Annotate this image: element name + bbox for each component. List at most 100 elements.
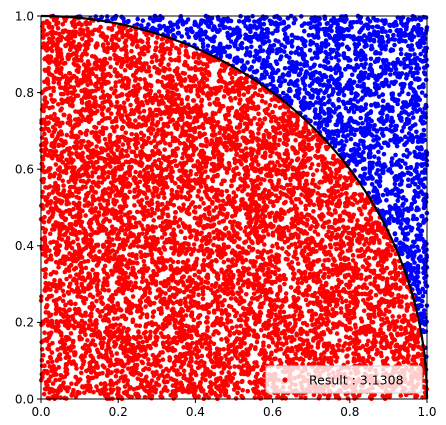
outside-point xyxy=(336,141,342,146)
outside-point xyxy=(374,162,380,167)
outside-point xyxy=(379,34,385,40)
inside-point xyxy=(125,97,131,102)
outside-point xyxy=(411,196,417,202)
outside-point xyxy=(407,151,412,156)
outside-point xyxy=(420,213,425,219)
inside-point xyxy=(94,298,99,304)
outside-point xyxy=(402,109,407,114)
outside-point xyxy=(368,56,374,62)
outside-point xyxy=(354,19,360,25)
outside-point xyxy=(349,90,354,96)
outside-point xyxy=(421,170,427,175)
outside-point xyxy=(325,85,330,91)
outside-point xyxy=(405,254,411,260)
outside-point xyxy=(170,22,176,28)
outside-point xyxy=(410,110,415,116)
outside-point xyxy=(387,22,393,28)
outside-point xyxy=(393,152,398,158)
inside-point xyxy=(158,331,164,336)
outside-point xyxy=(376,182,382,187)
outside-point xyxy=(300,55,306,61)
outside-point xyxy=(318,49,324,54)
outside-point xyxy=(415,102,421,108)
inside-point xyxy=(188,300,193,306)
outside-point xyxy=(413,181,418,187)
outside-point xyxy=(380,92,386,97)
outside-point xyxy=(339,73,344,79)
outside-point xyxy=(119,14,124,20)
outside-point xyxy=(253,31,258,37)
inside-point xyxy=(78,145,83,151)
outside-point xyxy=(420,293,426,299)
outside-point xyxy=(352,51,358,57)
inside-point xyxy=(127,209,133,215)
outside-point xyxy=(408,204,414,210)
outside-point xyxy=(180,22,186,27)
outside-point xyxy=(257,55,262,61)
outside-point xyxy=(381,168,386,173)
outside-point xyxy=(184,27,190,32)
outside-point xyxy=(385,102,391,108)
outside-point xyxy=(379,115,384,121)
inside-point xyxy=(141,259,147,264)
outside-point xyxy=(243,17,249,23)
inside-point xyxy=(339,310,344,315)
inside-point xyxy=(52,277,57,283)
inside-point xyxy=(60,288,66,294)
outside-point xyxy=(270,48,275,54)
inside-point xyxy=(334,331,340,336)
outside-point xyxy=(309,95,315,100)
inside-point xyxy=(121,246,127,252)
outside-point xyxy=(396,214,401,219)
outside-point xyxy=(366,130,372,136)
outside-point xyxy=(135,16,140,22)
inside-point xyxy=(273,265,278,270)
outside-point xyxy=(293,93,298,99)
outside-point xyxy=(419,39,425,45)
outside-point xyxy=(273,38,278,43)
outside-point xyxy=(384,79,389,84)
outside-point xyxy=(175,30,181,36)
outside-point xyxy=(271,70,277,76)
outside-point xyxy=(372,185,377,191)
outside-point xyxy=(380,57,386,63)
inside-point xyxy=(143,335,148,340)
outside-point xyxy=(392,61,398,66)
outside-point xyxy=(319,44,324,49)
inside-point xyxy=(373,292,379,298)
outside-point xyxy=(298,61,303,67)
outside-point xyxy=(326,93,332,99)
outside-point xyxy=(421,308,427,313)
outside-point xyxy=(340,35,346,40)
outside-point xyxy=(389,162,395,168)
outside-point xyxy=(334,50,340,56)
outside-point xyxy=(315,33,320,39)
outside-point xyxy=(225,33,231,39)
inside-point xyxy=(181,368,187,374)
inside-point xyxy=(40,353,46,358)
outside-point xyxy=(270,31,275,36)
inside-point xyxy=(235,390,240,396)
outside-point xyxy=(308,100,313,106)
inside-point xyxy=(233,95,238,101)
outside-point xyxy=(407,117,412,123)
outside-point xyxy=(313,77,319,82)
outside-point xyxy=(348,105,354,111)
outside-point xyxy=(161,23,167,29)
outside-point xyxy=(311,24,317,29)
outside-point xyxy=(300,78,306,83)
outside-point xyxy=(421,329,427,335)
outside-point xyxy=(351,79,357,85)
outside-point xyxy=(399,188,405,194)
outside-point xyxy=(336,113,341,118)
outside-point xyxy=(411,105,416,111)
outside-point xyxy=(361,149,366,155)
outside-point xyxy=(420,162,425,167)
outside-point xyxy=(417,97,423,103)
outside-point xyxy=(362,70,368,76)
outside-point xyxy=(397,28,403,33)
outside-point xyxy=(368,173,374,179)
outside-point xyxy=(259,65,265,70)
outside-point xyxy=(414,233,419,238)
